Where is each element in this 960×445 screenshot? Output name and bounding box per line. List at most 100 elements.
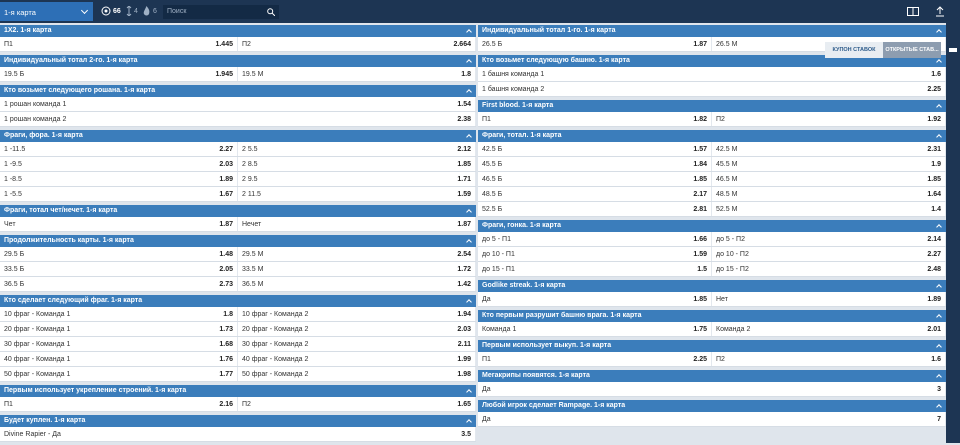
- odd[interactable]: 2.27: [219, 145, 233, 153]
- outcome[interactable]: до 10 - П1 1.59: [478, 247, 712, 261]
- outcome[interactable]: до 15 - П2 2.48: [712, 262, 946, 276]
- outcome[interactable]: 1 башня команда 1 1.6: [478, 67, 946, 81]
- odd[interactable]: 2.25: [693, 355, 707, 363]
- odd[interactable]: 1.85: [693, 175, 707, 183]
- odd[interactable]: 1.8: [223, 310, 233, 318]
- outcome[interactable]: 29.5 Б 1.48: [0, 247, 238, 261]
- odd[interactable]: 1.6: [931, 355, 941, 363]
- outcome[interactable]: Да 7: [478, 412, 946, 426]
- odd[interactable]: 2.48: [927, 265, 941, 273]
- outcome[interactable]: 10 фраг - Команда 2 1.94: [238, 307, 476, 321]
- outcome[interactable]: 1 -9.5 2.03: [0, 157, 238, 171]
- outcome[interactable]: 40 фраг - Команда 2 1.99: [238, 352, 476, 366]
- outcome[interactable]: 2 8.5 1.85: [238, 157, 476, 171]
- odd[interactable]: 1.89: [219, 175, 233, 183]
- outcome[interactable]: П1 2.16: [0, 397, 238, 411]
- outcome[interactable]: 2 9.5 1.71: [238, 172, 476, 186]
- outcome[interactable]: 50 фраг - Команда 2 1.98: [238, 367, 476, 381]
- outcome[interactable]: 30 фраг - Команда 2 2.11: [238, 337, 476, 351]
- outcome[interactable]: 40 фраг - Команда 1 1.76: [0, 352, 238, 366]
- odd[interactable]: 1.98: [457, 370, 471, 378]
- odd[interactable]: 2.54: [457, 250, 471, 258]
- outcome[interactable]: 1 -8.5 1.89: [0, 172, 238, 186]
- odd[interactable]: 1.54: [457, 100, 471, 108]
- outcome[interactable]: 36.5 Б 2.73: [0, 277, 238, 291]
- outcome[interactable]: Нечет 1.87: [238, 217, 476, 231]
- outcome[interactable]: П2 1.6: [712, 352, 946, 366]
- outcome[interactable]: Команда 1 1.75: [478, 322, 712, 336]
- outcome[interactable]: 2 11.5 1.59: [238, 187, 476, 201]
- odd[interactable]: 2.14: [927, 235, 941, 243]
- outcome[interactable]: 20 фраг - Команда 2 2.03: [238, 322, 476, 336]
- odd[interactable]: 1.85: [927, 175, 941, 183]
- market-header[interactable]: Индивидуальный тотал 2-го. 1-я карта: [0, 55, 476, 67]
- odd[interactable]: 1.445: [215, 40, 233, 48]
- outcome[interactable]: 48.5 Б 2.17: [478, 187, 712, 201]
- outcome[interactable]: 1 башня команда 2 2.25: [478, 82, 946, 96]
- odd[interactable]: 1.73: [219, 325, 233, 333]
- odd[interactable]: 1.4: [931, 205, 941, 213]
- outcome[interactable]: П1 1.445: [0, 37, 238, 51]
- odd[interactable]: 2.01: [927, 325, 941, 333]
- outcome[interactable]: 2 5.5 2.12: [238, 142, 476, 156]
- outcome[interactable]: 42.5 М 2.31: [712, 142, 946, 156]
- outcome[interactable]: 50 фраг - Команда 1 1.77: [0, 367, 238, 381]
- market-header[interactable]: Фраги, гонка. 1-я карта: [478, 220, 946, 232]
- outcome[interactable]: 10 фраг - Команда 1 1.8: [0, 307, 238, 321]
- outcome[interactable]: 1 рошан команда 2 2.38: [0, 112, 476, 126]
- odd[interactable]: 1.67: [219, 190, 233, 198]
- odd[interactable]: 1.99: [457, 355, 471, 363]
- outcome[interactable]: 30 фраг - Команда 1 1.68: [0, 337, 238, 351]
- market-header[interactable]: Индивидуальный тотал 1-го. 1-я карта: [478, 25, 946, 37]
- odd[interactable]: 2.03: [219, 160, 233, 168]
- outcome[interactable]: 1 -11.5 2.27: [0, 142, 238, 156]
- odd[interactable]: 1.76: [219, 355, 233, 363]
- market-header[interactable]: Продолжительность карты. 1-я карта: [0, 235, 476, 247]
- odd[interactable]: 2.81: [693, 205, 707, 213]
- odd[interactable]: 1.6: [931, 70, 941, 78]
- odd[interactable]: 1.87: [219, 220, 233, 228]
- odd[interactable]: 1.85: [457, 160, 471, 168]
- outcome[interactable]: 20 фраг - Команда 1 1.73: [0, 322, 238, 336]
- market-header[interactable]: 1X2. 1-я карта: [0, 25, 476, 37]
- outcome[interactable]: 52.5 Б 2.81: [478, 202, 712, 216]
- market-header[interactable]: Godlike streak. 1-я карта: [478, 280, 946, 292]
- odd[interactable]: 1.5: [697, 265, 707, 273]
- odd[interactable]: 2.664: [453, 40, 471, 48]
- layout-icon[interactable]: [907, 7, 921, 16]
- outcome[interactable]: Да 3: [478, 382, 946, 396]
- outcome[interactable]: 26.5 Б 1.87: [478, 37, 712, 51]
- odd[interactable]: 1.72: [457, 265, 471, 273]
- outcome[interactable]: до 5 - П1 1.66: [478, 232, 712, 246]
- outcome[interactable]: 19.5 Б 1.945: [0, 67, 238, 81]
- odd[interactable]: 1.87: [457, 220, 471, 228]
- market-header[interactable]: Мегакрипы появятся. 1-я карта: [478, 370, 946, 382]
- search-box[interactable]: Поиск: [163, 5, 279, 19]
- outcome[interactable]: до 5 - П2 2.14: [712, 232, 946, 246]
- odd[interactable]: 1.68: [219, 340, 233, 348]
- odd[interactable]: 1.71: [457, 175, 471, 183]
- odd[interactable]: 1.65: [457, 400, 471, 408]
- market-header[interactable]: Кто первым разрушит башню врага. 1-я кар…: [478, 310, 946, 322]
- outcome[interactable]: до 10 - П2 2.27: [712, 247, 946, 261]
- odd[interactable]: 7: [937, 415, 941, 423]
- odd[interactable]: 2.11: [457, 340, 471, 348]
- outcome[interactable]: П2 2.664: [238, 37, 476, 51]
- market-header[interactable]: Фраги, фора. 1-я карта: [0, 130, 476, 142]
- market-header[interactable]: First blood. 1-я карта: [478, 100, 946, 112]
- outcome[interactable]: Чет 1.87: [0, 217, 238, 231]
- outcome[interactable]: 45.5 Б 1.84: [478, 157, 712, 171]
- outcome[interactable]: 19.5 М 1.8: [238, 67, 476, 81]
- odd[interactable]: 1.85: [693, 295, 707, 303]
- odd[interactable]: 2.73: [219, 280, 233, 288]
- pin-icon[interactable]: [935, 6, 945, 17]
- odd[interactable]: 1.8: [461, 70, 471, 78]
- outcome[interactable]: П2 1.65: [238, 397, 476, 411]
- outcome[interactable]: П1 2.25: [478, 352, 712, 366]
- odd[interactable]: 3.5: [461, 430, 471, 438]
- odd[interactable]: 2.16: [219, 400, 233, 408]
- odd[interactable]: 2.38: [457, 115, 471, 123]
- outcome[interactable]: 42.5 Б 1.57: [478, 142, 712, 156]
- odd[interactable]: 2.05: [219, 265, 233, 273]
- odd[interactable]: 1.89: [927, 295, 941, 303]
